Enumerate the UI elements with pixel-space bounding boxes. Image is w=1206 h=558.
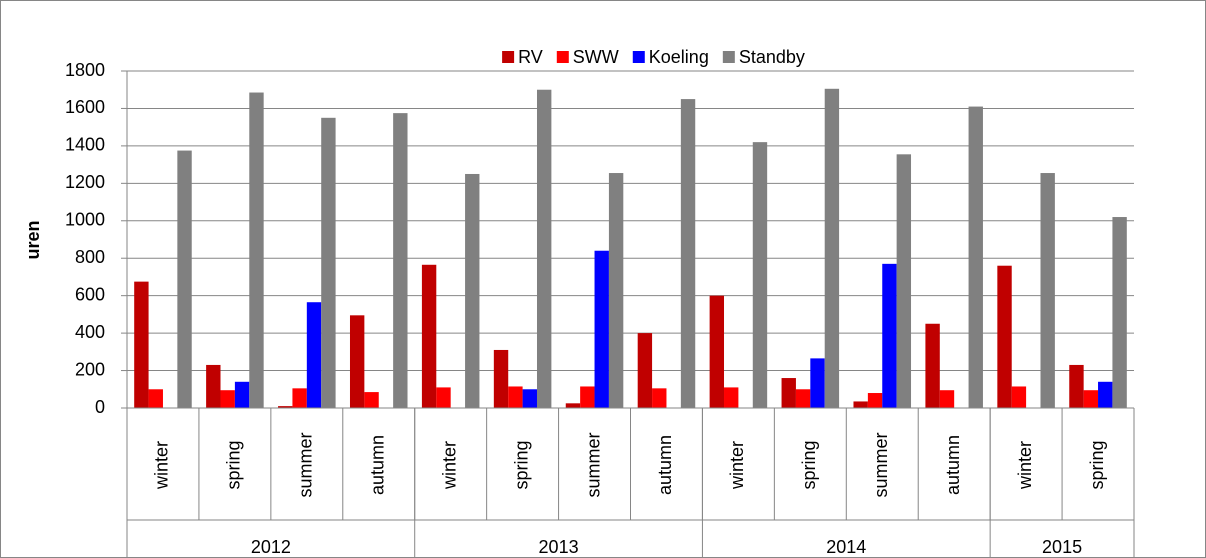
- x-tick-label: autumn: [368, 435, 388, 495]
- x-tick-label: summer: [871, 432, 891, 497]
- y-tick-label: 1600: [65, 97, 105, 117]
- y-tick-label: 0: [95, 397, 105, 417]
- bar: [1011, 386, 1027, 408]
- x-tick-label: winter: [439, 441, 459, 490]
- bar: [220, 390, 235, 408]
- bar: [925, 323, 940, 408]
- x-tick-label: winter: [1015, 441, 1035, 490]
- bar: [968, 106, 983, 409]
- y-tick-label: 600: [75, 284, 105, 304]
- y-tick-label: 1200: [65, 172, 105, 192]
- legend-label: RV: [518, 47, 543, 67]
- bar: [508, 386, 523, 408]
- bar: [321, 117, 336, 409]
- bar: [1069, 364, 1084, 408]
- bar: [134, 281, 149, 408]
- bar: [824, 88, 840, 409]
- bar: [781, 378, 796, 408]
- y-tick-label: 1000: [65, 210, 105, 230]
- group-label: 2012: [251, 537, 291, 557]
- bar: [580, 386, 595, 408]
- bar: [1040, 173, 1055, 408]
- x-tick-label: spring: [224, 440, 244, 489]
- x-tick-label: autumn: [943, 435, 963, 495]
- bar: [421, 264, 437, 408]
- bar: [436, 387, 451, 408]
- bar: [349, 315, 365, 408]
- bar: [652, 388, 667, 408]
- bar: [594, 250, 609, 408]
- legend-swatch: [502, 51, 515, 63]
- x-tick-label: summer: [583, 432, 603, 497]
- x-tick-label: autumn: [655, 435, 675, 495]
- bar: [709, 295, 725, 408]
- group-label: 2014: [826, 537, 866, 557]
- x-tick-label: spring: [799, 440, 819, 489]
- bar: [565, 403, 581, 408]
- bar: [752, 142, 768, 408]
- x-tick-label: winter: [152, 441, 172, 490]
- bar: [608, 173, 624, 408]
- y-tick-label: 1400: [65, 135, 105, 155]
- legend-label: Standby: [739, 47, 805, 67]
- x-tick-label: spring: [511, 440, 531, 489]
- bar: [177, 150, 192, 408]
- bar: [493, 349, 509, 408]
- bar: [148, 389, 163, 408]
- bar: [795, 389, 811, 408]
- x-tick-label: summer: [296, 432, 316, 497]
- bar: [882, 263, 897, 408]
- bar: [249, 92, 264, 409]
- y-axis-label: uren: [23, 220, 43, 259]
- bar: [206, 364, 221, 408]
- bar: [896, 154, 912, 408]
- bar: [853, 401, 868, 408]
- bar: [1112, 217, 1127, 408]
- bar: [306, 302, 322, 408]
- bar: [364, 392, 379, 408]
- y-tick-label: 200: [75, 359, 105, 379]
- bar: [867, 393, 883, 408]
- bar: [724, 387, 739, 408]
- bar: [680, 99, 696, 408]
- x-tick-label: winter: [727, 441, 747, 490]
- bar: [536, 89, 552, 408]
- bar: [393, 113, 408, 408]
- legend-swatch: [722, 51, 735, 63]
- bar: [1083, 390, 1099, 408]
- legend-label: Koeling: [649, 47, 709, 67]
- y-tick-label: 1800: [65, 60, 105, 80]
- bar: [637, 333, 653, 408]
- y-tick-label: 400: [75, 322, 105, 342]
- bar: [522, 389, 537, 408]
- bar: [1098, 381, 1113, 408]
- group-label: 2013: [539, 537, 579, 557]
- bar: [997, 265, 1012, 408]
- bar: [465, 173, 480, 408]
- y-tick-label: 800: [75, 247, 105, 267]
- legend-label: SWW: [573, 47, 619, 67]
- bar: [234, 381, 250, 408]
- bar: [939, 390, 955, 408]
- bar: [810, 358, 825, 408]
- legend-swatch: [556, 51, 569, 63]
- bar: [292, 388, 307, 408]
- legend-swatch: [632, 51, 645, 63]
- x-tick-label: spring: [1087, 440, 1107, 489]
- bar: [278, 406, 293, 408]
- group-label: 2015: [1042, 537, 1082, 557]
